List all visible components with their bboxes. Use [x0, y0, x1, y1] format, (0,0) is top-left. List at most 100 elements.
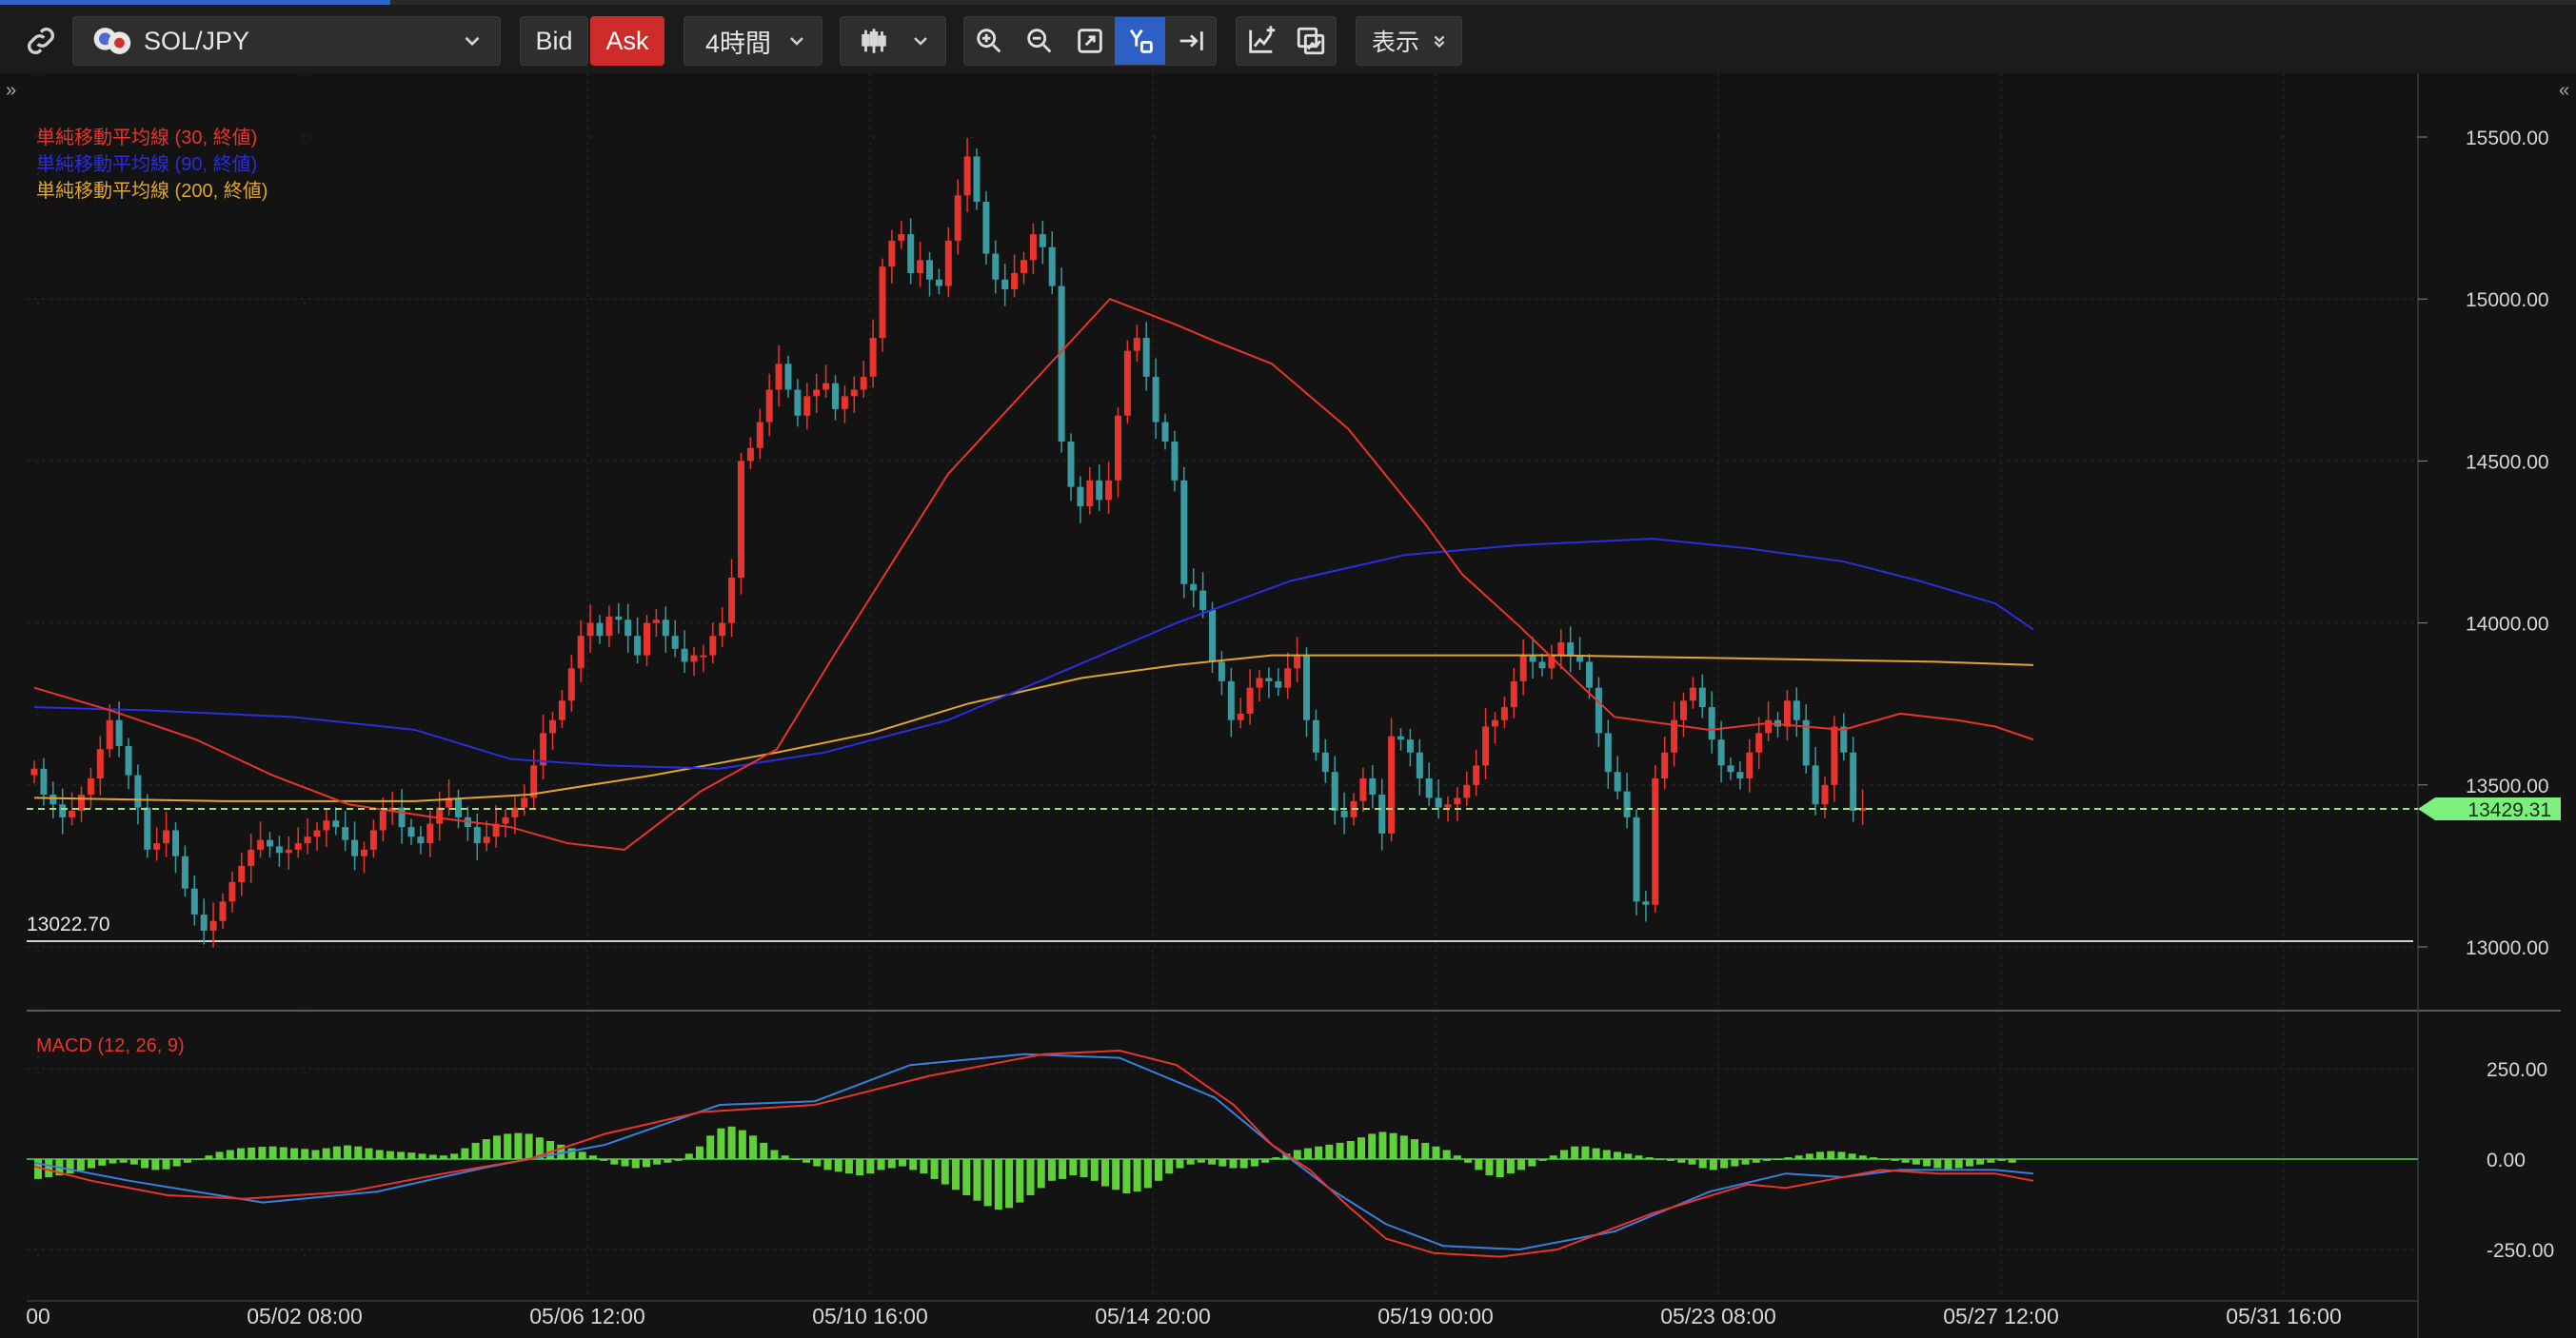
candle-body — [596, 622, 604, 637]
candle-body — [765, 389, 773, 423]
auto-scale-icon[interactable] — [1115, 17, 1166, 65]
candle-body — [738, 461, 744, 578]
candle-body — [257, 839, 265, 850]
candle-body — [1406, 739, 1414, 753]
candle-body — [709, 636, 717, 656]
timeframe-select[interactable]: 4時間 — [684, 16, 822, 66]
timeframe-label: 4時間 — [705, 29, 772, 58]
candle-body — [746, 447, 754, 462]
candle-body — [860, 376, 867, 390]
scroll-to-end-icon[interactable] — [1165, 17, 1216, 65]
zoom-in-icon[interactable] — [964, 17, 1015, 65]
macd-hist-bar — [183, 1159, 191, 1163]
macd-hist-bar — [887, 1159, 896, 1169]
candle-body — [879, 266, 886, 339]
macd-hist-bar — [1399, 1135, 1408, 1159]
candle-body — [1303, 655, 1310, 720]
macd-hist-bar — [653, 1159, 662, 1165]
display-menu[interactable]: 表示 — [1356, 16, 1462, 66]
candle-body — [850, 389, 858, 397]
legend-sma30[interactable]: 単純移動平均線 (30, 終値) — [36, 127, 257, 148]
macd-panel — [27, 1049, 2418, 1258]
macd-hist-bar — [1496, 1159, 1504, 1177]
macd-hist-bar — [258, 1147, 267, 1159]
macd-hist-bar — [450, 1153, 459, 1159]
macd-hist-bar — [930, 1159, 939, 1179]
macd-hist-bar — [1208, 1159, 1217, 1165]
macd-tick-label: 0.00 — [2487, 1150, 2526, 1171]
macd-hist-bar — [194, 1159, 203, 1160]
macd-hist-bar — [803, 1159, 811, 1163]
candle-body — [1652, 777, 1659, 905]
macd-hist-bar — [1923, 1159, 1932, 1167]
macd-hist-bar — [471, 1142, 480, 1159]
candle-body — [417, 836, 425, 844]
bid-button[interactable]: Bid — [520, 16, 588, 66]
fit-screen-icon[interactable] — [1065, 17, 1116, 65]
legend-macd[interactable]: MACD (12, 26, 9) — [36, 1035, 185, 1056]
candle-body — [784, 364, 792, 390]
candle-body — [1171, 441, 1179, 481]
candle-body — [615, 616, 623, 620]
macd-hist-bar — [1784, 1157, 1793, 1159]
candle-body — [1077, 486, 1084, 507]
macd-hist-bar — [1197, 1159, 1205, 1163]
link-icon[interactable] — [17, 16, 65, 66]
macd-hist-bar — [1037, 1159, 1045, 1189]
side-collapse[interactable]: » « — [6, 80, 2569, 101]
x-tick-label: 05/02 08:00 — [247, 1304, 363, 1328]
macd-hist-bar — [781, 1155, 789, 1159]
candle-body — [1661, 752, 1669, 778]
macd-hist-bar — [1933, 1159, 1942, 1169]
candle-body — [426, 823, 434, 844]
candle-body — [558, 700, 565, 720]
macd-hist-bar — [1794, 1155, 1803, 1159]
ask-button[interactable]: Ask — [590, 16, 664, 66]
candle-body — [775, 364, 783, 390]
macd-hist-bar — [1453, 1155, 1461, 1159]
candle-body — [832, 383, 839, 409]
macd-hist-bar — [738, 1130, 746, 1159]
expand-left-icon[interactable]: » — [6, 80, 16, 101]
legend-sma90[interactable]: 単純移動平均線 (90, 終値) — [36, 153, 257, 175]
candle-body — [1755, 733, 1763, 753]
zoom-out-icon[interactable] — [1015, 17, 1065, 65]
candle-body — [662, 620, 669, 637]
expand-right-icon[interactable]: « — [2559, 80, 2569, 101]
chart-area[interactable]: 13022.70 15500.00 15000.00 14500.00 14000.0… — [0, 73, 2576, 1338]
top-progress-bar — [0, 0, 2576, 5]
candle-body — [1473, 765, 1480, 785]
candle-body — [492, 823, 500, 837]
macd-hist-bar — [1592, 1148, 1600, 1159]
candle-body — [1708, 707, 1715, 740]
candle-body — [153, 843, 161, 850]
chart-type-select[interactable] — [840, 16, 946, 66]
candle-body — [1454, 797, 1461, 805]
macd-hist-bar — [909, 1159, 918, 1171]
candle-body — [483, 836, 490, 844]
symbol-select[interactable]: SOL/JPY — [72, 16, 501, 66]
candle-body — [624, 620, 632, 637]
compare-icon[interactable] — [1286, 17, 1336, 65]
macd-hist-bar — [205, 1155, 213, 1159]
candle-body — [1067, 441, 1075, 487]
chart-toolbar: SOL/JPY Bid Ask 4時間 表示 — [0, 5, 2576, 73]
macd-hist-bar — [1090, 1159, 1099, 1181]
macd-hist-bar — [1549, 1155, 1557, 1159]
macd-hist-bar — [45, 1159, 53, 1177]
macd-hist-bar — [1261, 1159, 1270, 1163]
macd-hist-bar — [844, 1159, 853, 1174]
candle-body — [841, 396, 848, 409]
legend-sma200[interactable]: 単純移動平均線 (200, 終値) — [36, 180, 268, 202]
candle-body — [1378, 795, 1386, 834]
macd-hist-bar — [162, 1159, 170, 1170]
x-tick-label: 05/06 12:00 — [529, 1304, 645, 1328]
candle-body — [530, 765, 538, 798]
candle-body — [134, 775, 142, 808]
indicator-add-icon[interactable] — [1237, 17, 1286, 65]
candle-body — [446, 797, 453, 808]
macd-hist-bar — [151, 1159, 160, 1171]
candle-body — [671, 636, 679, 649]
macd-tick-label: -250.00 — [2487, 1240, 2554, 1262]
macd-hist-bar — [301, 1149, 309, 1159]
